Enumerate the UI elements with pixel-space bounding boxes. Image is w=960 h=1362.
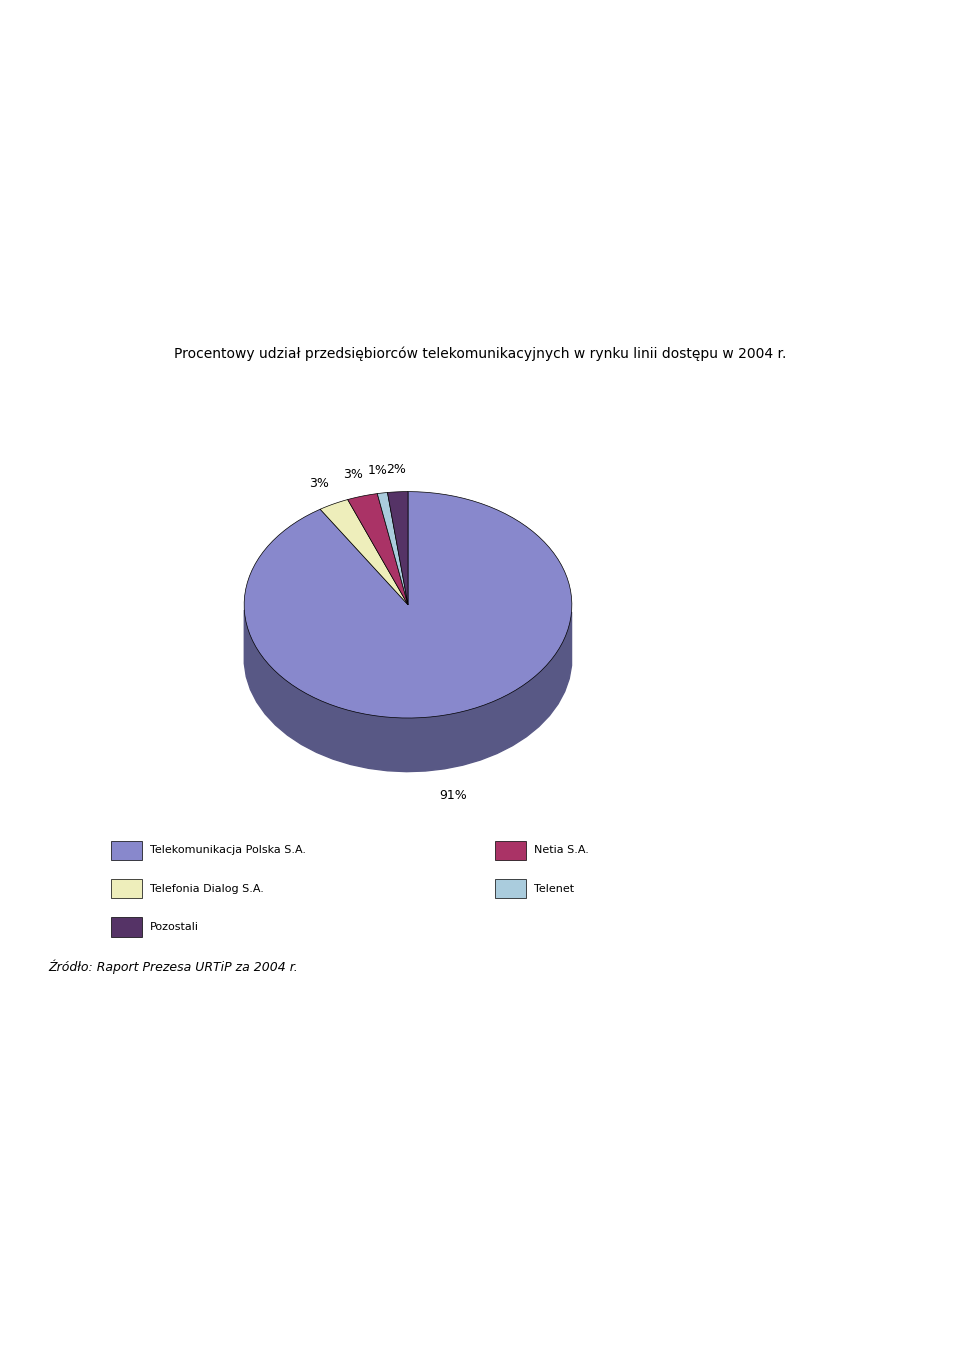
Text: Pozostali: Pozostali [150, 922, 199, 932]
Text: 3%: 3% [309, 477, 328, 490]
Text: Telenet: Telenet [534, 884, 574, 893]
Text: 91%: 91% [439, 789, 467, 802]
Bar [111, 917, 142, 937]
Polygon shape [321, 500, 408, 605]
Polygon shape [388, 492, 408, 605]
Text: 2%: 2% [386, 463, 405, 475]
Text: Netia S.A.: Netia S.A. [534, 846, 588, 855]
Polygon shape [244, 492, 572, 718]
Polygon shape [377, 493, 408, 605]
Text: Źródło: Raport Prezesa URTiP za 2004 r.: Źródło: Raport Prezesa URTiP za 2004 r. [48, 960, 298, 974]
Text: Telefonia Dialog S.A.: Telefonia Dialog S.A. [150, 884, 264, 893]
Polygon shape [244, 610, 571, 772]
Bar [111, 840, 142, 861]
Bar [111, 878, 142, 899]
Text: 3%: 3% [344, 469, 363, 481]
Bar [495, 840, 526, 861]
Polygon shape [348, 493, 408, 605]
Text: Procentowy udział przedsiębiorców telekomunikacyjnych w rynku linii dostępu w 20: Procentowy udział przedsiębiorców teleko… [174, 347, 786, 361]
Bar [495, 878, 526, 899]
Text: Telekomunikacja Polska S.A.: Telekomunikacja Polska S.A. [150, 846, 305, 855]
Text: 1%: 1% [368, 464, 387, 477]
